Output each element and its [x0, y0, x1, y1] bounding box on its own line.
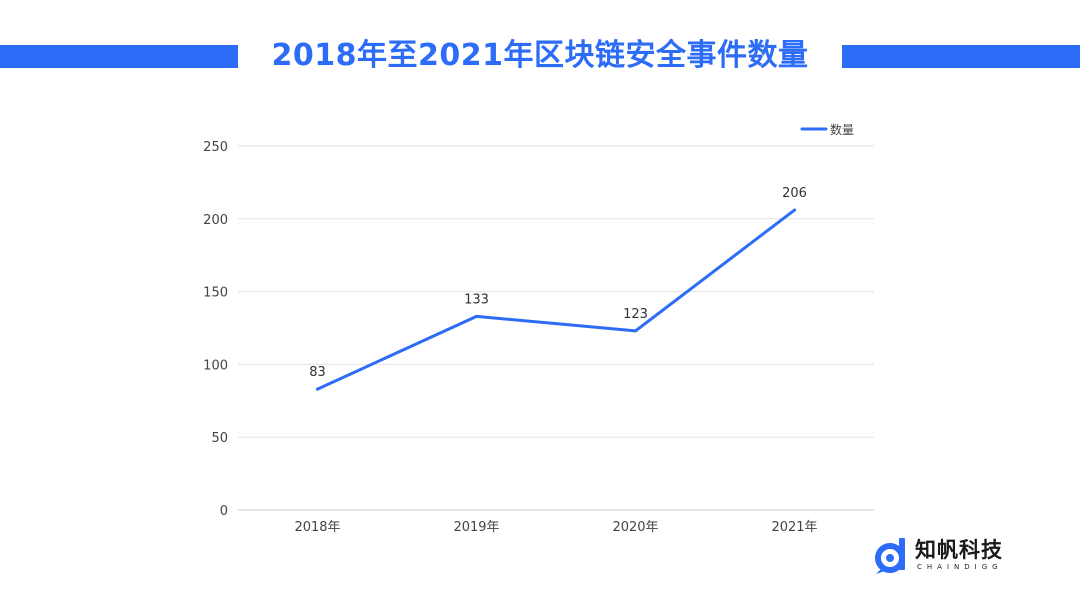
- data-point: [793, 208, 796, 212]
- y-axis-ticks: 0 50 100 150 200 250: [203, 140, 228, 519]
- y-tick-label: 150: [203, 286, 228, 301]
- data-label: 123: [623, 307, 648, 322]
- grid-lines: [238, 145, 874, 511]
- data-point: [475, 314, 478, 318]
- x-tick-label: 2019年: [453, 520, 499, 535]
- page-title: 2018年至2021年区块链安全事件数量: [271, 38, 809, 73]
- data-labels: 83 133 123 206: [309, 186, 807, 380]
- legend: 数量: [800, 122, 854, 137]
- chaindigg-logo: 知帆科技 CHAINDIGG: [874, 536, 1024, 576]
- series-line: [316, 208, 796, 391]
- logo-name: 知帆科技: [915, 538, 1003, 562]
- data-point: [316, 387, 319, 391]
- x-tick-label: 2021年: [771, 520, 817, 535]
- x-tick-label: 2018年: [294, 520, 340, 535]
- data-point: [634, 329, 637, 333]
- data-label: 206: [782, 186, 807, 201]
- series-group: [316, 208, 796, 391]
- data-label: 133: [464, 292, 489, 307]
- title-bar-left: [0, 45, 238, 68]
- data-label: 83: [309, 365, 326, 380]
- title-bar-right: [842, 45, 1080, 68]
- legend-label: 数量: [830, 122, 854, 137]
- y-tick-label: 50: [211, 431, 228, 446]
- logo-subtitle: CHAINDIGG: [917, 563, 1003, 571]
- y-tick-label: 100: [203, 358, 228, 373]
- y-tick-label: 200: [203, 213, 228, 228]
- y-tick-label: 0: [220, 504, 228, 519]
- chaindigg-logo-icon: [875, 538, 905, 574]
- x-tick-label: 2020年: [612, 520, 658, 535]
- x-axis-ticks: 2018年 2019年 2020年 2021年: [294, 520, 817, 535]
- y-tick-label: 250: [203, 140, 228, 155]
